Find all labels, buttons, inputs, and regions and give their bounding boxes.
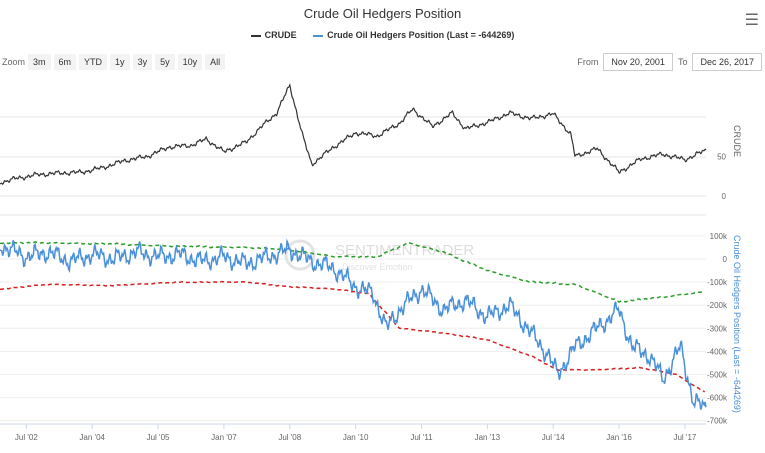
legend-label: Crude Oil Hedgers Position (Last = -6442… (327, 30, 515, 40)
hedgers-ytick-label: 0 (723, 255, 728, 264)
zoom-3y-button[interactable]: 3y (132, 54, 153, 70)
crude-axis-title: CRUDE (732, 125, 742, 157)
watermark-logo (284, 239, 316, 271)
hedgers-axis-title: Crude Oil Hedgers Position (Last = -6442… (732, 235, 742, 413)
zoom-10y-button[interactable]: 10y (177, 54, 203, 70)
zoom-selector: Zoom 3m 6m YTD 1y 3y 5y 10y All (2, 54, 226, 70)
from-date-input[interactable]: Nov 20, 2001 (603, 53, 673, 71)
hedgers-ytick-label: -600k (707, 394, 728, 403)
to-date-input[interactable]: Dec 26, 2017 (692, 53, 762, 71)
x-tick-label: Jan '10 (343, 433, 369, 442)
legend-item-hedgers[interactable]: Crude Oil Hedgers Position (Last = -6442… (313, 30, 514, 40)
zoom-1y-button[interactable]: 1y (110, 54, 130, 70)
from-label: From (577, 57, 599, 67)
x-tick-label: Jan '13 (475, 433, 501, 442)
to-label: To (677, 57, 688, 67)
hedgers-ytick-label: -700k (707, 417, 728, 426)
x-tick-label: Jul '08 (278, 433, 301, 442)
zoom-5y-button[interactable]: 5y (155, 54, 175, 70)
hedgers-ytick-label: -400k (707, 347, 728, 356)
crude-price-line (0, 83, 707, 186)
watermark: SENTIMENTRADER (335, 242, 474, 259)
upper-band-line (0, 241, 705, 303)
chart-title: Crude Oil Hedgers Position (303, 6, 462, 21)
hedgers-ytick-label: -300k (707, 324, 728, 333)
watermark-tag: Discover Emotion (342, 262, 413, 272)
date-range: From Nov 20, 2001 To Dec 26, 2017 (577, 53, 762, 71)
hedgers-ytick-label: 100k (710, 232, 728, 241)
lower-band-line (0, 280, 706, 393)
hamburger-icon[interactable]: ☰ (744, 12, 759, 29)
crude-ytick-label: 50 (717, 153, 726, 162)
x-tick-label: Jul '11 (410, 433, 433, 442)
x-tick-label: Jan '16 (606, 433, 632, 442)
zoom-all-button[interactable]: All (205, 54, 226, 70)
zoom-label: Zoom (2, 57, 26, 67)
x-tick-label: Jul '02 (15, 433, 38, 442)
x-tick-label: Jul '14 (542, 433, 565, 442)
crude-ytick-label: 0 (722, 192, 727, 201)
legend-item-crude[interactable]: CRUDE (250, 30, 297, 40)
x-tick-label: Jul '05 (147, 433, 170, 442)
x-tick-label: Jul '17 (673, 433, 696, 442)
hedgers-ytick-label: -200k (707, 301, 728, 310)
legend: CRUDE Crude Oil Hedgers Position (Last =… (0, 30, 765, 40)
x-tick-label: Jan '04 (79, 433, 105, 442)
hedgers-position-line (0, 238, 707, 410)
legend-label: CRUDE (264, 30, 297, 40)
zoom-ytd-button[interactable]: YTD (79, 54, 108, 70)
hedgers-ytick-label: -500k (707, 371, 728, 380)
zoom-3m-button[interactable]: 3m (28, 54, 51, 70)
x-tick-label: Jan '07 (211, 433, 237, 442)
zoom-6m-button[interactable]: 6m (53, 54, 77, 70)
hedgers-ytick-label: -100k (707, 278, 728, 287)
